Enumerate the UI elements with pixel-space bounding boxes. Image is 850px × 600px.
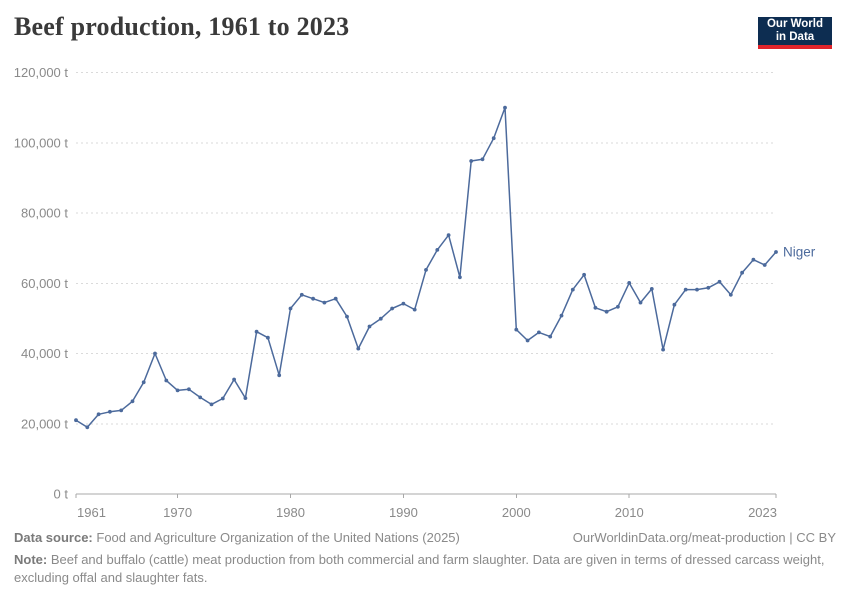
data-point-marker <box>209 402 214 407</box>
x-tick-label: 2023 <box>748 505 777 520</box>
data-point-marker <box>458 275 462 280</box>
chart-footer: Data source: Food and Agriculture Organi… <box>14 529 836 587</box>
page-title: Beef production, 1961 to 2023 <box>14 12 350 41</box>
data-point-marker <box>672 302 677 307</box>
y-tick-label: 120,000 t <box>14 65 69 80</box>
data-point-marker <box>153 351 157 356</box>
y-tick-label: 60,000 t <box>21 276 68 291</box>
y-tick-label: 0 t <box>54 487 69 502</box>
y-tick-label: 20,000 t <box>21 416 68 431</box>
y-tick-label: 40,000 t <box>21 346 68 361</box>
data-point-marker <box>322 300 327 305</box>
data-point-marker <box>514 327 519 332</box>
data-source-label: Data source: <box>14 530 93 545</box>
data-point-marker <box>469 159 474 163</box>
data-point-marker <box>175 388 180 393</box>
data-point-marker <box>728 292 733 297</box>
data-point-marker <box>762 263 767 267</box>
owid-logo[interactable]: Our World in Data <box>758 17 832 49</box>
data-point-marker <box>311 296 315 301</box>
footer-citation-link[interactable]: OurWorldinData.org/meat-production | CC … <box>572 530 836 545</box>
data-point-marker <box>187 387 191 392</box>
data-point-marker <box>367 324 372 329</box>
data-point-marker <box>254 329 259 334</box>
data-point-marker <box>491 136 496 141</box>
data-point-marker <box>582 272 586 277</box>
data-point-marker <box>288 306 293 311</box>
data-point-marker <box>266 335 270 340</box>
data-point-marker <box>390 306 394 311</box>
data-point-marker <box>243 396 248 400</box>
owid-logo-line2: in Data <box>775 31 815 43</box>
data-point-marker <box>333 296 338 301</box>
data-point-marker <box>141 380 146 385</box>
x-tick-label: 1980 <box>276 505 305 520</box>
data-point-marker <box>649 287 654 291</box>
data-point-marker <box>616 304 620 309</box>
data-source-text: Data source: Food and Agriculture Organi… <box>14 529 460 547</box>
data-point-marker <box>130 399 135 404</box>
data-point-marker <box>740 270 744 275</box>
data-point-marker <box>96 412 101 417</box>
data-point-marker <box>548 334 553 339</box>
data-point-marker <box>537 330 541 335</box>
owid-logo-line1: Our World <box>766 18 823 30</box>
data-point-marker <box>299 292 304 297</box>
data-point-marker <box>695 287 699 292</box>
data-point-marker <box>661 347 665 352</box>
y-tick-label: 80,000 t <box>21 206 68 221</box>
data-point-marker <box>446 233 451 238</box>
data-point-marker <box>638 300 643 305</box>
y-tick-label: 100,000 t <box>14 135 69 150</box>
series-label: Niger <box>783 244 816 259</box>
x-tick-label: 1990 <box>389 505 418 520</box>
data-point-marker <box>525 338 530 343</box>
x-tick-label: 1961 <box>77 505 106 520</box>
data-point-marker <box>85 425 90 430</box>
data-point-marker <box>412 307 417 312</box>
data-point-marker <box>683 287 688 292</box>
data-point-marker <box>570 287 575 292</box>
data-point-marker <box>74 418 78 423</box>
data-point-marker <box>424 268 428 272</box>
line-chart-canvas: 0 t 20,000 t 40,000 t 60,000 t 80,000 t 100,0… <box>14 65 816 520</box>
data-source-value: Food and Agriculture Organization of the… <box>96 530 460 545</box>
data-point-marker <box>435 248 440 252</box>
x-tick-label: 2000 <box>502 505 531 520</box>
data-point-marker <box>627 281 632 285</box>
series-line <box>75 106 777 429</box>
data-point-marker <box>277 373 282 378</box>
data-point-marker <box>401 301 406 306</box>
data-point-marker <box>503 105 507 110</box>
data-point-marker <box>119 408 124 413</box>
x-tick-label: 2010 <box>615 505 644 520</box>
data-point-marker <box>345 314 349 319</box>
data-point-marker <box>108 409 112 414</box>
data-point-marker <box>774 250 778 254</box>
data-point-marker <box>480 157 485 162</box>
x-tick-label: 1970 <box>163 505 192 520</box>
footer-note-value: Beef and buffalo (cattle) meat productio… <box>14 552 825 585</box>
data-point-marker <box>198 395 203 400</box>
data-point-marker <box>559 313 564 318</box>
footer-note: Note: Beef and buffalo (cattle) meat pro… <box>14 551 836 587</box>
data-point-marker <box>604 309 609 314</box>
data-point-marker <box>717 279 722 284</box>
data-point-marker <box>220 396 225 401</box>
footer-note-label: Note: <box>14 552 48 567</box>
data-point-marker <box>356 346 361 351</box>
data-point-marker <box>593 305 598 310</box>
data-point-marker <box>164 378 169 383</box>
data-point-marker <box>232 377 237 382</box>
data-point-marker <box>751 257 756 262</box>
data-point-marker <box>378 316 383 321</box>
data-point-marker <box>706 285 711 290</box>
